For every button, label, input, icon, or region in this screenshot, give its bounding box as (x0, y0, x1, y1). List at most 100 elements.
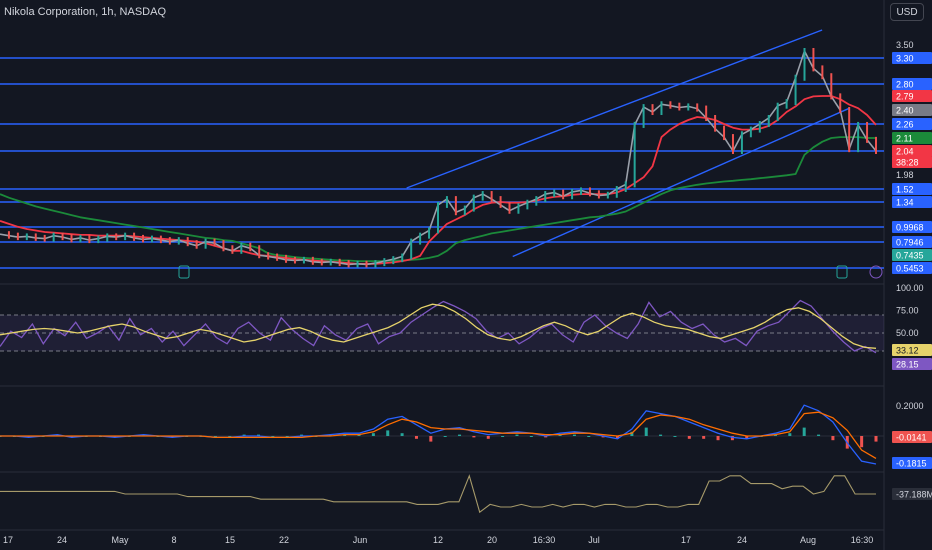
macd-histogram-bar (716, 436, 720, 441)
price-scale-badge-text: 2.40 (896, 106, 914, 116)
macd-histogram-bar (285, 436, 289, 437)
macd-histogram-bar (616, 436, 620, 439)
macd-histogram-bar (300, 434, 304, 436)
macd-histogram-bar (831, 436, 835, 441)
time-tick-label: 16:30 (533, 535, 556, 545)
macd-histogram-bar (817, 434, 821, 436)
macd-histogram-bar (113, 436, 117, 438)
event-markers (178, 265, 883, 279)
rsi-value-text: 33.12 (896, 346, 919, 356)
time-tick-label: 22 (279, 535, 289, 545)
series-macd (0, 404, 877, 465)
time-tick-label: May (111, 535, 129, 545)
price-scale-badge-text: 2.04 (896, 147, 914, 157)
price-scale-badge-text: 1.52 (896, 185, 914, 195)
trend-channel (406, 29, 849, 258)
price-scale-badge-text: 2.26 (896, 120, 914, 130)
time-tick-label: 8 (171, 535, 176, 545)
price-scale-badge (892, 156, 932, 168)
price-scale-badge (892, 221, 932, 233)
time-tick-label: Jul (588, 535, 600, 545)
price-scale-badge (892, 90, 932, 102)
grid (0, 0, 885, 550)
macd-histogram-bar (443, 436, 447, 437)
price-scale-badge-text: 38:28 (896, 158, 919, 168)
macd-histogram-bar (702, 436, 706, 439)
macd-histogram-bar (414, 436, 418, 439)
series-ema_slow (0, 136, 876, 263)
price-scale-badge (892, 78, 932, 90)
macd-value-badge (892, 457, 932, 469)
price-scale-badge (892, 118, 932, 130)
series-obv (0, 474, 876, 514)
rsi-tick-label: 50.00 (896, 328, 919, 338)
macd-histogram-bar (242, 434, 246, 436)
channel-lower-line (512, 107, 849, 258)
time-tick-label: 15 (225, 535, 235, 545)
price-panel (0, 48, 877, 268)
macd-histogram-bar (271, 436, 275, 437)
time-tick-label: 12 (433, 535, 443, 545)
horizontal-levels (0, 57, 884, 269)
time-tick-label: Aug (800, 535, 816, 545)
split-icon (869, 265, 883, 279)
price-scale-badge (892, 132, 932, 144)
rsi-panel (0, 299, 884, 354)
macd-histogram-bar (572, 434, 576, 436)
price-scale-badge-text: 3.30 (896, 54, 914, 64)
rsi-tick-label: 100.00 (896, 283, 924, 293)
symbol-title: Nikola Corporation, 1h, NASDAQ (4, 6, 167, 18)
price-scale-badge (892, 249, 932, 261)
macd-histogram-bar (601, 436, 605, 438)
price-scale-badge (892, 196, 932, 208)
macd-histogram-bar (400, 433, 404, 436)
price-scale-badge-text: 0.9968 (896, 223, 924, 233)
macd-histogram-bar (874, 436, 878, 442)
rsi-tick-label: 75.00 (896, 306, 919, 316)
macd-histogram-bar (357, 434, 361, 436)
price-scale-badge-text: 0.5453 (896, 264, 924, 274)
macd-histogram-bar (27, 436, 31, 438)
macd-histogram-bar (486, 436, 490, 439)
macd-histogram-bar (659, 434, 663, 436)
time-tick-label: 17 (681, 535, 691, 545)
price-scale-badge-text: 2.11 (896, 134, 913, 144)
macd-histogram-bar (55, 434, 59, 436)
macd-histogram-bar (371, 433, 375, 436)
price-scale-badge-text: 1.34 (896, 198, 914, 208)
macd-histogram-bar (70, 436, 74, 438)
price-scale-badge (892, 104, 932, 116)
price-tick-label: 1.98 (896, 170, 914, 180)
price-scale-badge (892, 236, 932, 248)
macd-histogram-bar (170, 436, 174, 438)
time-tick-label: 17 (3, 535, 13, 545)
rsi-value-badge (892, 358, 932, 370)
series-signal (0, 411, 877, 459)
macd-histogram-bar (745, 436, 749, 439)
earnings-icon (836, 265, 848, 279)
series-rsi_ma (0, 303, 877, 349)
macd-value-text: -0.0141 (896, 433, 927, 443)
currency-button[interactable]: USD (890, 3, 924, 21)
price-axis: 3.50 1.98 3.30 2.80 2.79 2.40 2.26 2.11 2.0438:2… (892, 40, 932, 500)
macd-histogram-bar (802, 427, 806, 436)
macd-histogram-bar (860, 436, 864, 448)
time-axis: 17 24 May 8 15 22 Jun 12 20 16:30 Jul 17 24 Aug 16:30 (3, 535, 873, 545)
earnings-icon (178, 265, 190, 279)
macd-histogram-bar (687, 436, 691, 439)
macd-histogram-bar (501, 436, 505, 437)
macd-histogram-bar (630, 431, 634, 436)
macd-histogram-bar (673, 436, 677, 437)
time-tick-label: Jun (353, 535, 368, 545)
time-tick-label: 16:30 (851, 535, 874, 545)
macd-histogram-bar (328, 434, 332, 436)
macd-histogram-bar (544, 436, 548, 438)
macd-tick-label: 0.2000 (896, 401, 924, 411)
macd-histogram-bar (773, 434, 777, 436)
macd-histogram-bar (256, 434, 260, 436)
price-scale-badge-text: 2.79 (896, 92, 914, 102)
macd-panel (0, 404, 884, 465)
obv-value-text: -37.188M (896, 490, 932, 500)
price-scale-badge-text: 0.7435 (896, 251, 924, 261)
